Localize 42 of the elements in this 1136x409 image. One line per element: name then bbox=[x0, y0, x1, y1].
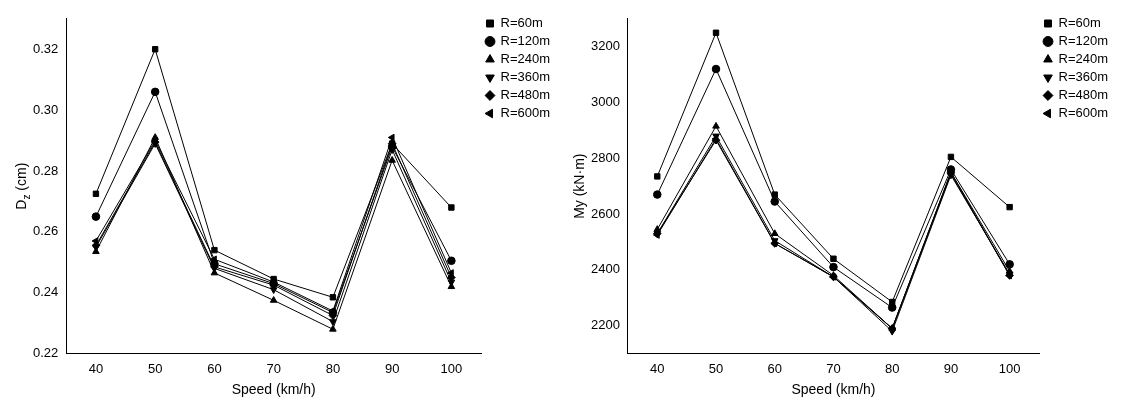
x-tick-label: 60 bbox=[767, 360, 782, 376]
x-tick-label: 70 bbox=[266, 360, 281, 376]
x-tick-label: 60 bbox=[207, 360, 222, 376]
legend-label: R=600m bbox=[1058, 105, 1108, 121]
y-tick-label: 2200 bbox=[591, 317, 620, 333]
legend-label: R=240m bbox=[1058, 51, 1108, 67]
y-tick-label: 0.26 bbox=[32, 223, 59, 239]
legend-label: R=480m bbox=[500, 87, 550, 103]
x-tick-label: 80 bbox=[884, 360, 900, 376]
legend-label: R=60m bbox=[500, 15, 543, 31]
y-tick-label: 0.30 bbox=[32, 101, 59, 117]
x-tick-label: 80 bbox=[325, 360, 341, 376]
x-tick-label: 90 bbox=[384, 360, 400, 376]
y-axis-title: Dz (cm) bbox=[12, 162, 32, 210]
x-tick-label: 70 bbox=[826, 360, 841, 376]
legend-label: R=60m bbox=[1058, 15, 1101, 31]
legend-label: R=120m bbox=[500, 33, 550, 49]
x-tick-label: 40 bbox=[88, 360, 104, 376]
legend-label: R=120m bbox=[1058, 33, 1108, 49]
y-tick-label: 3000 bbox=[591, 94, 620, 110]
y-tick-label: 0.24 bbox=[32, 284, 59, 300]
y-tick-label: 2400 bbox=[591, 261, 620, 277]
legend-label: R=360m bbox=[1058, 69, 1108, 85]
x-tick-label: 90 bbox=[943, 360, 959, 376]
y-tick-label: 3200 bbox=[591, 38, 620, 54]
y-tick-label: 0.28 bbox=[32, 162, 59, 178]
x-tick-label: 50 bbox=[147, 360, 163, 376]
y-tick-label: 2600 bbox=[591, 205, 620, 221]
y-tick-label: 0.32 bbox=[32, 40, 59, 56]
legend-label: R=600m bbox=[500, 105, 550, 121]
legend-label: R=240m bbox=[500, 51, 550, 67]
x-tick-label: 50 bbox=[708, 360, 724, 376]
legend-label: R=480m bbox=[1058, 87, 1108, 103]
x-tick-label: 100 bbox=[998, 360, 1021, 376]
x-axis-title: Speed (km/h) bbox=[231, 381, 316, 398]
y-axis-title: My (kN·m) bbox=[570, 153, 587, 219]
x-tick-label: 40 bbox=[650, 360, 665, 376]
legend-label: R=360m bbox=[500, 69, 550, 85]
x-axis-title: Speed (km/h) bbox=[791, 381, 876, 398]
x-tick-label: 100 bbox=[440, 360, 463, 376]
y-tick-label: 0.22 bbox=[32, 345, 59, 361]
y-tick-label: 2800 bbox=[591, 149, 620, 165]
